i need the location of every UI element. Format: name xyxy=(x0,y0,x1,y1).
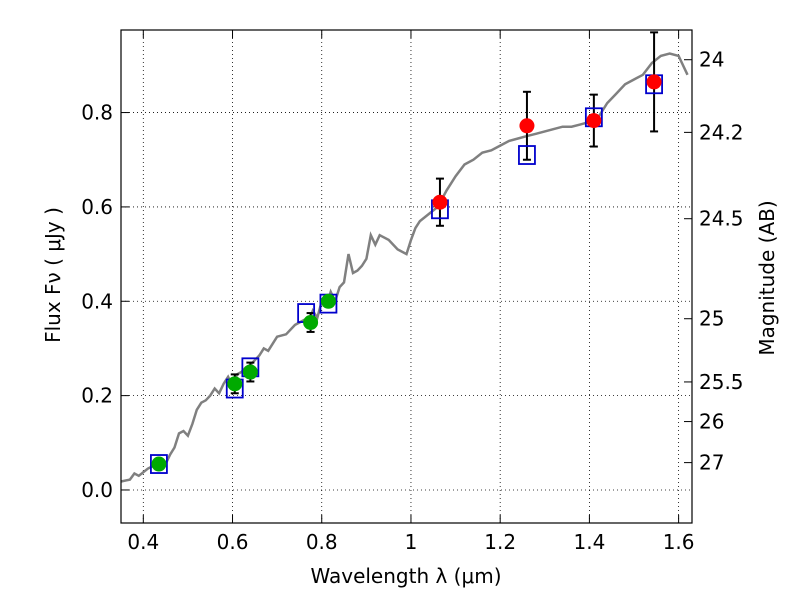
y-tick-label: 0.0 xyxy=(81,478,113,502)
nir-data-point xyxy=(432,194,448,210)
optical-data-point xyxy=(151,456,167,472)
y2-tick-label: 25 xyxy=(699,307,724,331)
x-tick-label: 0.4 xyxy=(127,530,159,554)
y-tick-label: 0.8 xyxy=(81,101,113,125)
y2-tick-label: 24.5 xyxy=(699,207,744,231)
axis-layer: 0.4 0.6 0.8 1 1.2 1.4 1.6 0.0 0.2 0.4 0.6 0.8 24 24.2… xyxy=(81,30,744,554)
nir-data-point xyxy=(586,113,602,129)
plot-frame xyxy=(120,29,693,524)
y-tick-label: 0.2 xyxy=(81,384,113,408)
model-square-layer xyxy=(150,74,663,474)
x-tick-label: 1.4 xyxy=(573,530,605,554)
x-tick-label: 1.6 xyxy=(663,530,695,554)
model-sed-line xyxy=(120,52,689,483)
optical-data-point xyxy=(242,364,258,380)
model-band-square xyxy=(518,145,536,165)
y2-tick-label: 27 xyxy=(699,451,724,475)
y2-axis-title: Magnitude (AB) xyxy=(755,200,779,355)
nir-data-point xyxy=(646,74,662,90)
model-band-square xyxy=(150,454,168,474)
x-tick-label: 1 xyxy=(405,530,418,554)
x-tick-label: 0.6 xyxy=(217,530,249,554)
x-tick-label: 0.8 xyxy=(306,530,338,554)
y-tick-label: 0.6 xyxy=(81,195,113,219)
x-axis-title: Wavelength λ (μm) xyxy=(310,564,501,588)
model-layer xyxy=(120,52,689,483)
y2-tick-label: 25.5 xyxy=(699,370,744,394)
optical-data-point xyxy=(320,293,336,309)
y2-tick-label: 24 xyxy=(699,48,724,72)
nir-data-point xyxy=(519,118,535,134)
optical-data-point xyxy=(303,314,319,330)
y2-tick-label: 24.2 xyxy=(699,120,744,144)
y-axis-title: Flux Fν ( μJy ) xyxy=(41,207,65,343)
y2-tick-label: 26 xyxy=(699,410,724,434)
optical-data-point xyxy=(227,376,243,392)
x-tick-label: 1.2 xyxy=(484,530,516,554)
data-point-layer xyxy=(151,74,662,472)
y-tick-label: 0.4 xyxy=(81,289,113,313)
